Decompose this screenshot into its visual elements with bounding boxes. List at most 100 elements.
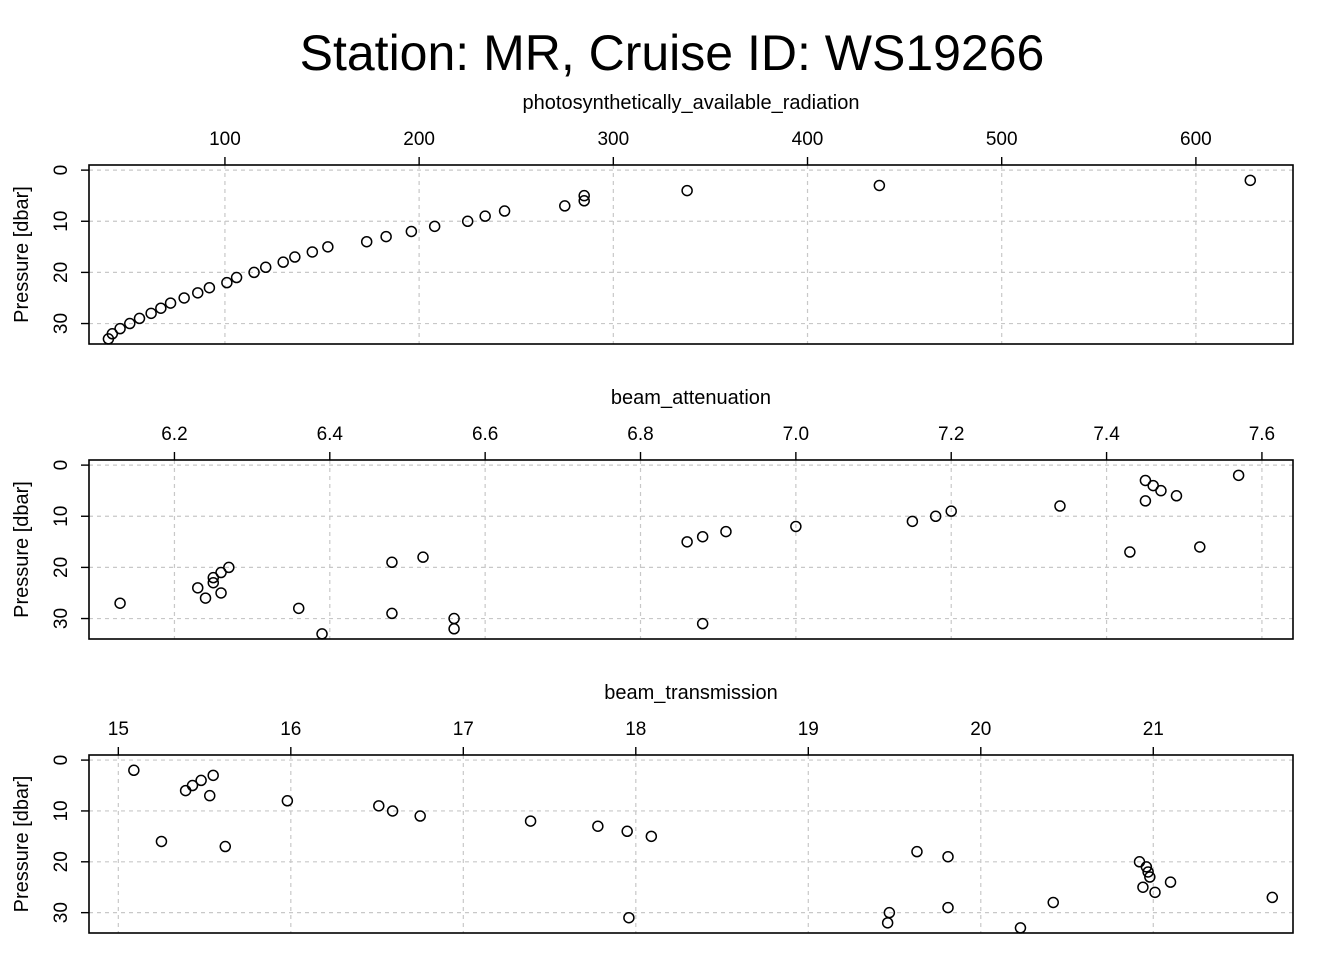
data-point [1140,861,1153,873]
x-tick-label: 16 [280,719,301,740]
data-point [479,210,491,222]
data-point [248,266,260,279]
data-point [124,317,136,330]
data-point [199,592,212,604]
x-tick-label: 100 [209,129,241,150]
x-tick-label: 200 [403,129,435,150]
x-tick-label: 500 [986,129,1018,150]
data-point [221,276,233,289]
data-point [1149,886,1161,899]
data-point [881,917,894,929]
x-tick-label: 400 [792,129,824,150]
x-axis-label: photosynthetically_available_radiation [523,92,860,114]
x-tick-label: 6.4 [317,424,344,445]
data-point [623,911,635,924]
x-tick-label: 7.0 [783,424,809,445]
data-point [322,241,334,253]
y-tick-label: 30 [51,902,72,923]
data-point [1170,490,1183,502]
panels: 100 200 300 400 500 600 0 10 20 30 photosynthetica… [11,92,1294,934]
x-tick-label: 18 [625,719,646,740]
x-tick-label: 6.6 [472,424,498,445]
y-axis-label: Pressure [dbar] [11,776,33,913]
data-point [386,607,398,620]
data-point [1155,484,1167,497]
data-point [945,505,957,517]
data-point [289,251,301,263]
data-point [1164,876,1177,888]
data-point [414,810,426,822]
data-point [1144,871,1156,883]
data-point [1232,469,1245,482]
y-tick-label: 30 [51,608,72,629]
data-point [1147,479,1159,492]
data-point [128,764,140,777]
data-point [145,307,157,320]
x-tick-label: 7.6 [1249,424,1275,445]
data-point [191,582,204,594]
data-point [1054,500,1066,512]
x-tick-label: 300 [597,129,629,150]
data-point [195,774,207,787]
data-point [281,795,294,807]
data-point [207,576,220,589]
data-point [386,805,399,817]
data-point [1124,546,1136,558]
data-point [259,261,272,274]
data-point [592,820,604,832]
data-point [1047,896,1059,909]
data-point [461,215,474,228]
y-tick-label: 20 [51,851,72,872]
data-point [186,779,199,792]
data-point [1137,881,1149,893]
y-tick-label: 0 [51,755,72,766]
x-tick-label: 6.8 [627,424,653,445]
data-point [681,536,693,548]
x-tick-label: 19 [798,719,819,740]
y-axis-label: Pressure [dbar] [11,186,33,323]
data-point [942,901,954,914]
data-point [578,195,590,207]
data-point [219,840,232,853]
data-point [720,525,732,538]
data-point [386,556,398,569]
x-axis-label: beam_attenuation [611,387,771,409]
data-point [203,281,216,294]
data-point [316,628,328,640]
data-point [203,789,216,802]
data-point [191,287,204,299]
data-point [223,561,235,574]
x-tick-label: 600 [1180,129,1212,150]
data-point [448,623,460,635]
x-tick-label: 15 [108,719,129,740]
plot-frame [88,754,1294,934]
x-tick-label: 7.2 [938,424,964,445]
data-point [1142,866,1154,878]
data-point [1244,174,1257,187]
data-point [1266,891,1279,904]
x-tick-label: 21 [1143,719,1164,740]
data-point [215,566,227,579]
data-point [696,617,709,630]
data-point [306,246,319,258]
data-point [155,835,168,848]
data-point [102,333,115,345]
data-point [373,800,385,812]
data-point [114,597,126,609]
data-point [207,571,220,584]
data-point [559,200,571,212]
x-tick-label: 6.2 [161,424,187,445]
data-point [1014,922,1027,934]
data-point [179,784,192,797]
data-point [230,271,243,284]
data-point [207,769,219,782]
data-point [405,225,418,238]
plot-frame [88,459,1294,640]
panel-2: 6.2 6.4 6.6 6.8 7.0 7.2 7.4 7.6 0 10 20 30 beam_atte… [11,387,1294,640]
y-tick-label: 30 [51,313,72,334]
y-tick-label: 10 [51,506,72,527]
y-tick-label: 20 [51,262,72,283]
data-point [215,587,227,599]
